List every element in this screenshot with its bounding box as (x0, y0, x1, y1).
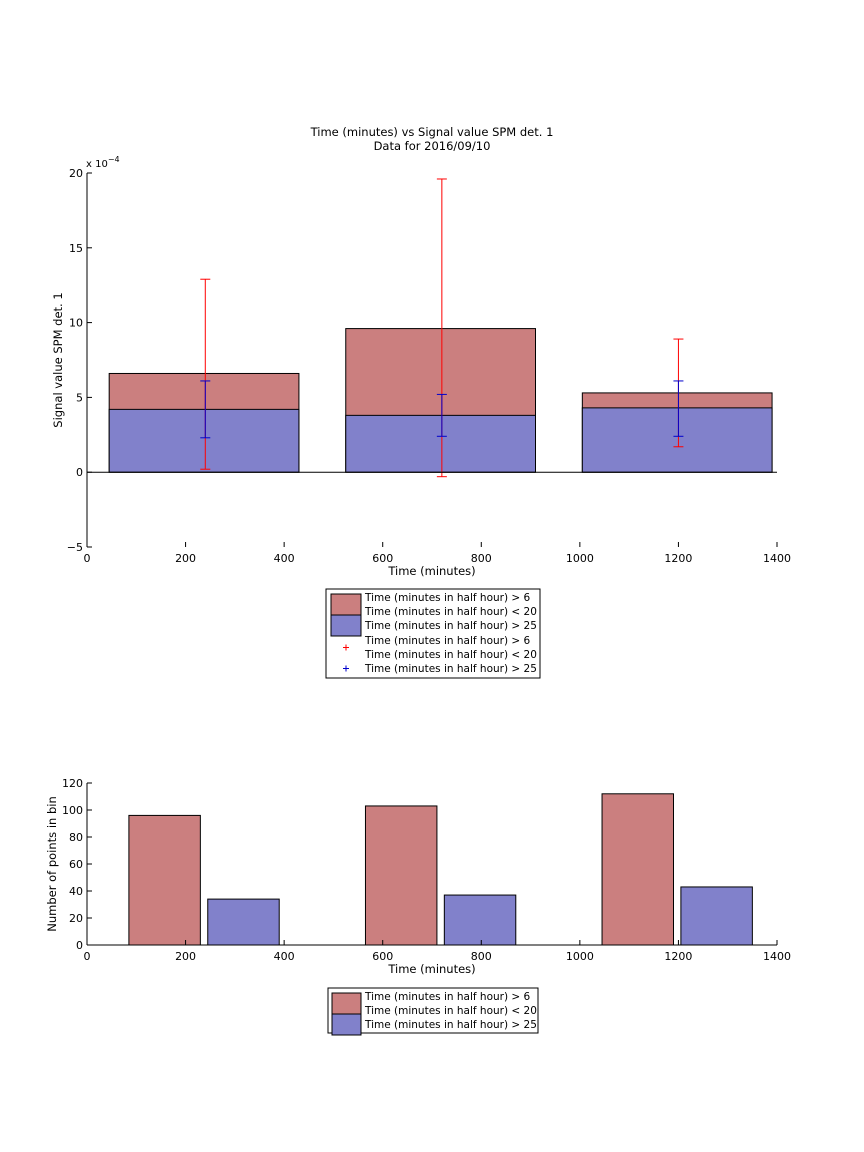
y-tick-label: 5 (76, 391, 83, 404)
chart-title: Time (minutes) vs Signal value SPM det. … (310, 125, 554, 139)
signal-bars (108, 328, 773, 473)
legend-swatch-blue (330, 614, 362, 637)
legend-swatch-red (330, 593, 362, 616)
legend-label: Time (minutes in half hour) < 20 (364, 1005, 537, 1017)
x-axis-title: Time (minutes) (387, 962, 475, 976)
count-bar-series2 (443, 894, 517, 946)
y-exponent-label: x 10−4 (86, 155, 120, 170)
y-tick-label: 60 (69, 858, 83, 871)
y-axis-title: Number of points in bin (45, 796, 59, 932)
signal-bar-series2 (581, 407, 773, 473)
y-tick-label: 120 (62, 777, 83, 790)
count-chart: 0 200 400 600 800 1000 1200 1400 0 20 40 60 80 100 120… (45, 777, 791, 1036)
count-axes: 0 200 400 600 800 1000 1200 1400 0 20 40 60 80 100 120 (62, 777, 791, 963)
count-bar-series1 (128, 814, 201, 946)
x-tick-label: 1200 (664, 950, 692, 963)
signal-bar-series2 (345, 414, 536, 473)
count-bars (128, 793, 753, 946)
legend-marker-red (343, 644, 349, 651)
legend-box (327, 987, 539, 1034)
y-tick-label: −5 (67, 541, 83, 554)
y-tick-label: 0 (76, 939, 83, 952)
legend-label: Time (minutes in half hour) > 25 (364, 1019, 537, 1031)
x-tick-label: 1000 (566, 950, 594, 963)
legend-label: Time (minutes in half hour) > 6 (364, 991, 531, 1003)
signal-legend: Time (minutes in half hour) > 6 Time (mi… (325, 588, 541, 679)
y-tick-label: 15 (69, 242, 83, 255)
x-tick-label: 200 (175, 552, 196, 565)
count-bar-series1 (601, 793, 674, 946)
signal-chart: Time (minutes) vs Signal value SPM det. … (51, 125, 791, 679)
signal-error-bars (200, 178, 684, 478)
legend-swatch-red (331, 992, 362, 1015)
y-tick-label: 40 (69, 885, 83, 898)
y-tick-label: 0 (76, 466, 83, 479)
x-tick-label: 600 (372, 552, 393, 565)
error-bar-series2 (673, 380, 684, 437)
x-axis-title: Time (minutes) (387, 564, 475, 578)
x-tick-label: 200 (175, 950, 196, 963)
x-tick-label: 400 (274, 552, 295, 565)
chart-subtitle: Data for 2016/09/10 (374, 139, 491, 153)
error-bar-series2 (200, 380, 211, 439)
signal-bar-series2 (108, 408, 300, 473)
y-tick-label: 10 (69, 317, 83, 330)
legend-label: Time (minutes in half hour) > 6 (364, 592, 531, 604)
error-bar-series2 (436, 393, 447, 437)
y-tick-label: 80 (69, 831, 83, 844)
count-bar-series2 (680, 886, 753, 946)
x-tick-label: 1400 (763, 950, 791, 963)
legend-label: Time (minutes in half hour) > 6 (364, 635, 531, 647)
x-tick-label: 0 (84, 552, 91, 565)
x-tick-label: 1200 (664, 552, 692, 565)
legend-box (325, 588, 541, 679)
x-tick-label: 800 (471, 552, 492, 565)
x-tick-label: 400 (274, 950, 295, 963)
y-axis-title: Signal value SPM det. 1 (51, 292, 65, 427)
legend-label: Time (minutes in half hour) < 20 (364, 649, 537, 661)
y-tick-label: 20 (69, 912, 83, 925)
y-tick-label: 100 (62, 804, 83, 817)
count-legend: Time (minutes in half hour) > 6 Time (mi… (327, 987, 539, 1036)
y-tick-label: 20 (69, 167, 83, 180)
x-tick-label: 1000 (566, 552, 594, 565)
legend-swatch-blue (331, 1013, 362, 1036)
legend-label: Time (minutes in half hour) > 25 (364, 620, 537, 632)
count-bar-series2 (207, 898, 280, 946)
legend-label: Time (minutes in half hour) > 25 (364, 663, 537, 675)
count-bar-series1 (364, 805, 438, 946)
legend-marker-blue (343, 665, 349, 672)
x-tick-label: 600 (372, 950, 393, 963)
legend-label: Time (minutes in half hour) < 20 (364, 606, 537, 618)
x-tick-label: 1400 (763, 552, 791, 565)
x-tick-label: 800 (471, 950, 492, 963)
x-tick-label: 0 (84, 950, 91, 963)
